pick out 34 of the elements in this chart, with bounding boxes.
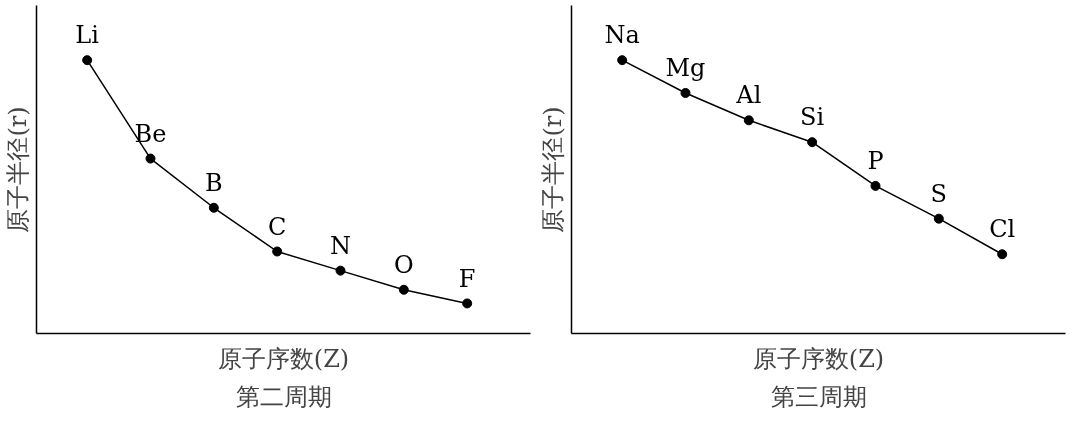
- point: [870, 180, 881, 191]
- point: [398, 284, 409, 295]
- point: [680, 87, 691, 98]
- point: [617, 55, 628, 66]
- point: [82, 55, 93, 66]
- point: [743, 115, 754, 126]
- x-axis-title: 原子序数(Z): [217, 344, 350, 373]
- point: [335, 265, 346, 276]
- text: Li: [75, 21, 100, 50]
- annotation: P: [867, 146, 884, 175]
- text: 第三周期: [770, 382, 867, 411]
- text: 第二周期: [235, 382, 332, 411]
- annotation: O: [394, 250, 414, 279]
- point: [145, 153, 156, 164]
- point: [997, 249, 1008, 260]
- annotation: Cl: [989, 215, 1016, 244]
- y-axis-title: 原子半径(r): [538, 106, 567, 233]
- annotation: C: [267, 212, 287, 241]
- text: Na: [604, 21, 640, 50]
- annotation: B: [205, 168, 223, 197]
- annotation: Al: [735, 81, 762, 110]
- annotation: Be: [134, 119, 167, 148]
- point: [208, 202, 219, 213]
- annotation: N: [330, 231, 351, 260]
- point: [807, 137, 818, 148]
- annotation: S: [930, 179, 948, 208]
- point: [462, 298, 473, 309]
- point: [933, 213, 944, 224]
- y-axis-title: 原子半径(r): [3, 106, 32, 233]
- annotation: F: [458, 264, 476, 293]
- x-axis-title: 原子序数(Z): [752, 344, 885, 373]
- annotation: Si: [800, 103, 825, 132]
- annotation: Mg: [665, 54, 706, 83]
- point: [272, 246, 283, 257]
